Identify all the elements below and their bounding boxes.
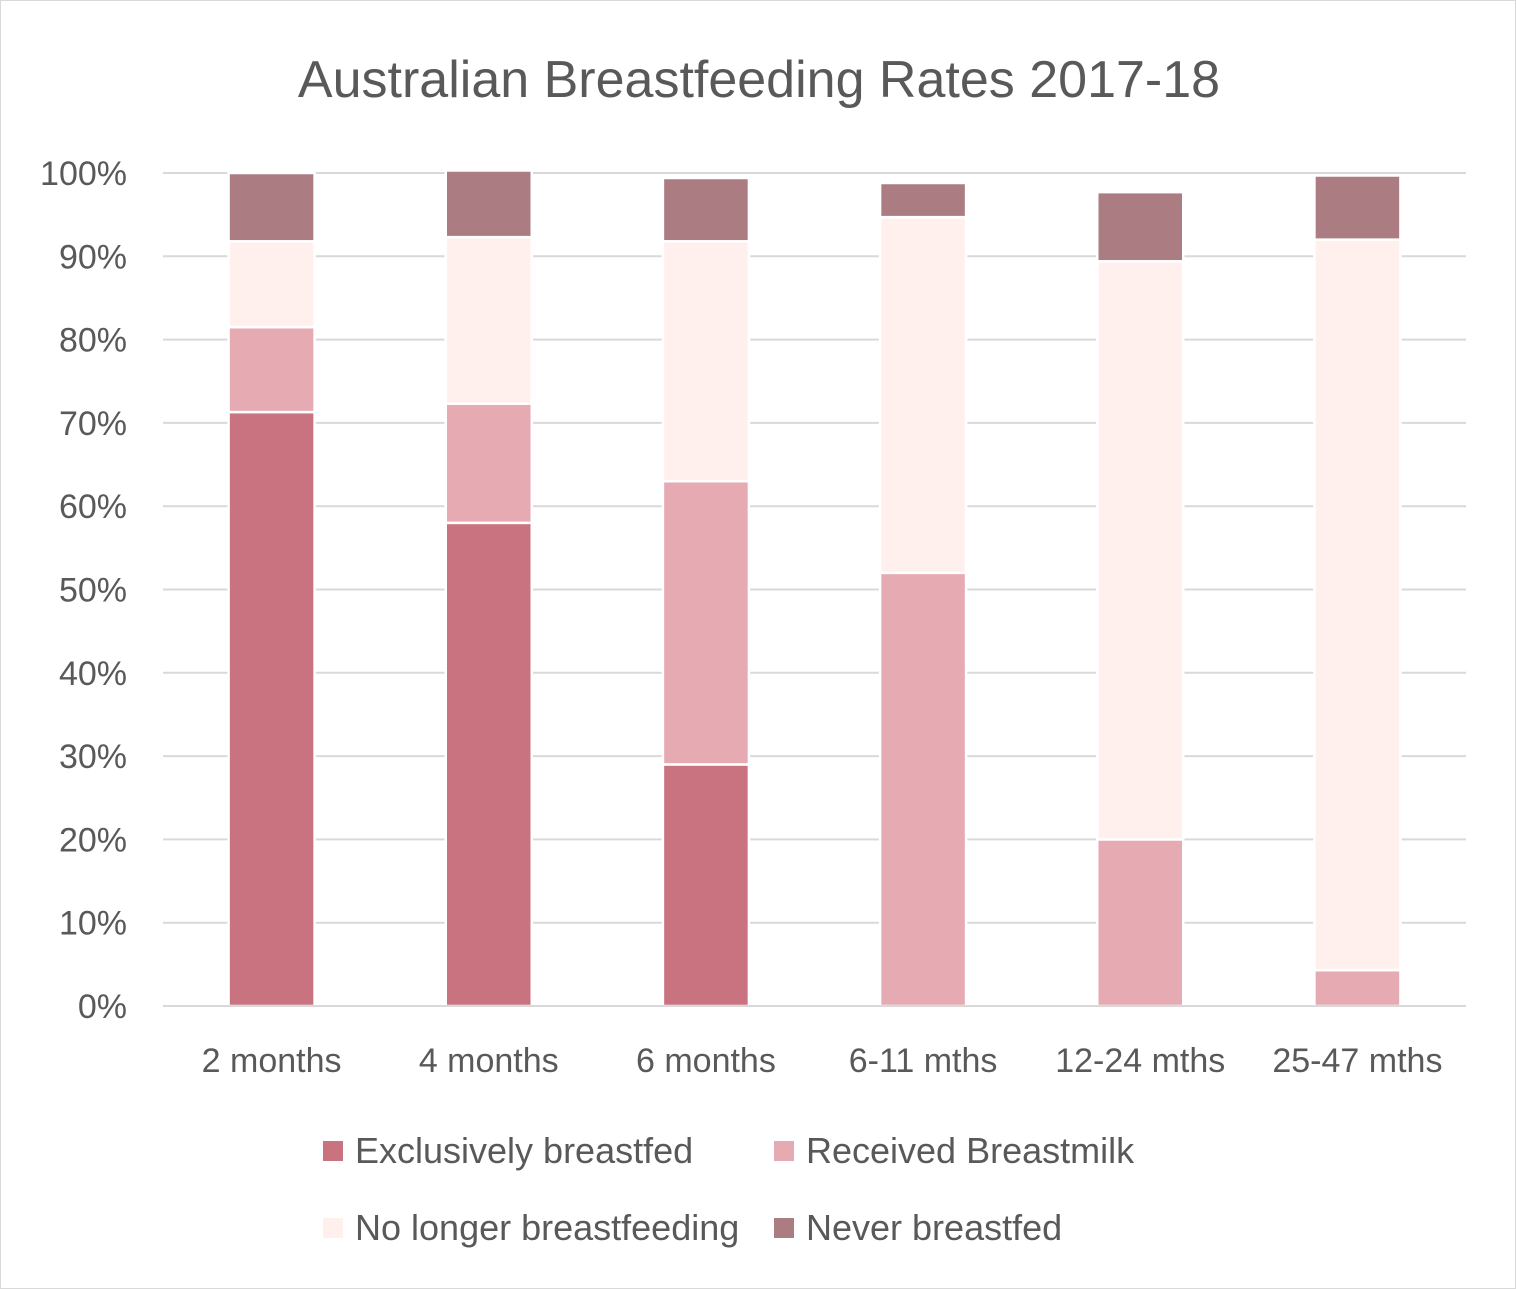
y-tick-label-5: 50% [59, 572, 127, 610]
legend-label-3: Never breastfed [806, 1207, 1062, 1248]
legend-label-0: Exclusively breastfed [355, 1130, 693, 1171]
y-tick-label-1: 10% [59, 905, 127, 943]
bar-1-series-0 [444, 521, 533, 1008]
bar-stack-3 [878, 181, 968, 1008]
x-tick-label-4: 12-24 mths [1055, 1042, 1225, 1080]
y-tick-label-7: 70% [59, 405, 127, 443]
x-axis-tick-labels: 2 months 4 months 6 months 6-11 mths 12-24 m… [202, 1042, 1443, 1080]
legend-label-2: No longer breastfeeding [355, 1207, 739, 1248]
x-tick-label-3: 6-11 mths [849, 1042, 998, 1080]
bar-stack-4 [1096, 190, 1185, 1008]
chart-title: Australian Breastfeeding Rates 2017-18 [298, 51, 1220, 109]
bar-0-series-3 [227, 171, 316, 243]
bar-5-series-2 [1313, 238, 1402, 972]
legend-swatch-0 [323, 1141, 343, 1161]
bar-3-series-3 [878, 181, 968, 219]
x-tick-label-0: 2 months [202, 1042, 342, 1080]
bar-1-series-2 [444, 235, 533, 405]
bar-5-series-1 [1313, 968, 1402, 1008]
legend-item-0: Exclusively breastfed [323, 1130, 693, 1171]
x-tick-label-1: 4 months [419, 1042, 559, 1080]
bar-stack-1 [444, 169, 533, 1008]
bar-1-series-1 [444, 402, 533, 525]
bar-0-series-2 [227, 240, 316, 329]
y-tick-label-4: 40% [59, 655, 127, 693]
bar-2-series-1 [661, 479, 751, 766]
y-tick-label-3: 30% [59, 738, 127, 776]
x-tick-label-2: 6 months [636, 1042, 776, 1080]
legend-item-1: Received Breastmilk [774, 1130, 1135, 1171]
y-tick-label-0: 0% [78, 988, 127, 1026]
bar-2-series-2 [661, 240, 751, 483]
y-tick-label-6: 60% [59, 488, 127, 526]
bar-stack-5 [1313, 174, 1402, 1008]
y-tick-label-2: 20% [59, 821, 127, 859]
bar-5-series-3 [1313, 174, 1402, 241]
y-tick-label-10: 100% [40, 155, 127, 193]
bar-4-series-3 [1096, 190, 1185, 263]
legend-label-1: Received Breastmilk [806, 1130, 1135, 1171]
bar-1-series-3 [444, 169, 533, 239]
x-tick-label-5: 25-47 mths [1272, 1042, 1442, 1080]
bar-4-series-1 [1096, 838, 1185, 1008]
bar-2-series-0 [661, 763, 751, 1008]
y-axis-tick-labels: 0% 10% 20% 30% 40% 50% 60% 70% 80% 90% 100% [40, 155, 127, 1026]
y-tick-label-8: 80% [59, 322, 127, 360]
legend-item-2: No longer breastfeeding [323, 1207, 739, 1248]
bar-3-series-1 [878, 571, 968, 1008]
legend-item-3: Never breastfed [774, 1207, 1062, 1248]
bar-4-series-2 [1096, 260, 1185, 841]
legend-swatch-3 [774, 1218, 794, 1238]
bar-stack-0 [227, 171, 316, 1008]
legend: Exclusively breastfed Received Breastmilk… [323, 1130, 1135, 1248]
legend-swatch-2 [323, 1218, 343, 1238]
bar-0-series-1 [227, 325, 316, 414]
gridlines [163, 172, 1466, 1007]
bar-stack-2 [661, 176, 751, 1008]
bar-2-series-3 [661, 176, 751, 243]
bar-3-series-2 [878, 215, 968, 575]
legend-swatch-1 [774, 1141, 794, 1161]
bar-stacks [163, 169, 1466, 1008]
y-tick-label-9: 90% [59, 238, 127, 276]
bar-0-series-0 [227, 410, 316, 1008]
